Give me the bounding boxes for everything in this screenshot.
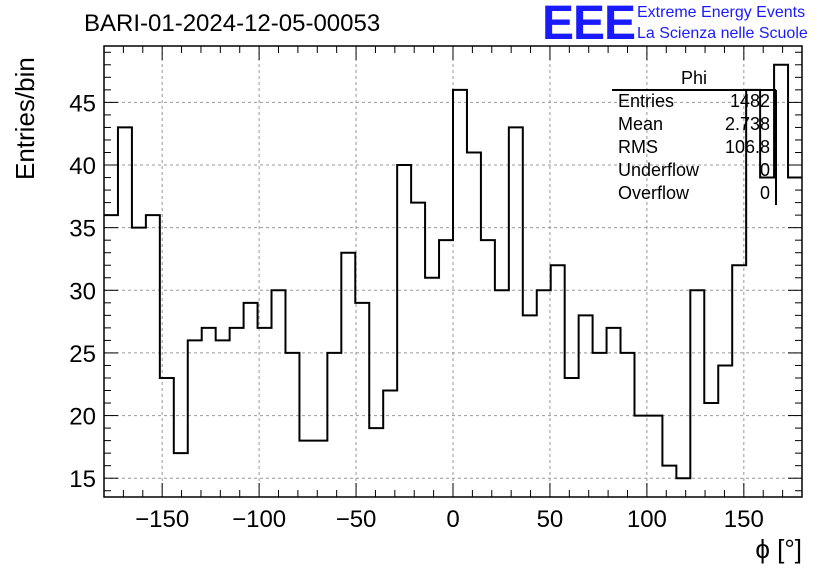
y-tick-label: 20 — [69, 404, 96, 431]
histogram-bins — [104, 63, 802, 480]
x-tick-label: 100 — [627, 506, 667, 533]
stats-label: Overflow — [618, 183, 690, 203]
plot-title: BARI-01-2024-12-05-00053 — [84, 10, 381, 37]
stats-label: Entries — [618, 91, 675, 111]
stats-box-border — [612, 89, 777, 205]
y-tick-label: 25 — [69, 341, 96, 368]
y-tick-label: 40 — [69, 153, 96, 180]
x-tick-label: 150 — [724, 506, 764, 533]
logo-subtitle-1: Extreme Energy Events — [637, 4, 806, 21]
y-tick-label: 35 — [69, 216, 96, 243]
stats-value: 0 — [759, 160, 770, 180]
stats-label: Mean — [618, 114, 664, 134]
y-tick-label: 30 — [69, 278, 96, 305]
stats-value: 0 — [759, 183, 770, 203]
stats-title: Phi — [680, 68, 707, 88]
stats-value: 106.8 — [724, 137, 770, 157]
stats-label: RMS — [618, 137, 658, 157]
histogram-line — [104, 63, 802, 480]
logo-subtitle-2: La Scienza nelle Scuole — [637, 25, 808, 42]
stats-row: Underflow 0 — [612, 159, 776, 182]
x-axis-label: ϕ [°] — [755, 534, 802, 564]
stats-box: Phi Entries 1482 Mean 2.738 RMS 106.8 Under… — [612, 68, 776, 205]
eee-logo: EEE — [542, 0, 636, 50]
x-tick-label: −100 — [232, 506, 286, 533]
tick-labels: −150 −100 −50 0 50 100 150 15 20 25 30 35 40 45 — [69, 90, 764, 533]
x-tick-label: −150 — [135, 506, 189, 533]
stats-row: RMS 106.8 — [612, 136, 776, 159]
axis-ticks — [103, 46, 803, 497]
stats-value: 2.738 — [724, 114, 770, 134]
y-tick-label: 45 — [69, 90, 96, 117]
x-tick-label: 0 — [446, 506, 459, 533]
y-axis-label: Entries/bin — [10, 57, 40, 180]
stats-row: Mean 2.738 — [612, 113, 776, 136]
x-tick-label: −50 — [336, 506, 377, 533]
y-tick-label: 15 — [69, 466, 96, 493]
stats-label: Underflow — [618, 160, 700, 180]
stats-value: 1482 — [729, 91, 770, 111]
stats-row: Overflow 0 — [612, 182, 776, 205]
stats-row: Entries 1482 — [612, 90, 776, 113]
x-tick-label: 50 — [537, 506, 564, 533]
